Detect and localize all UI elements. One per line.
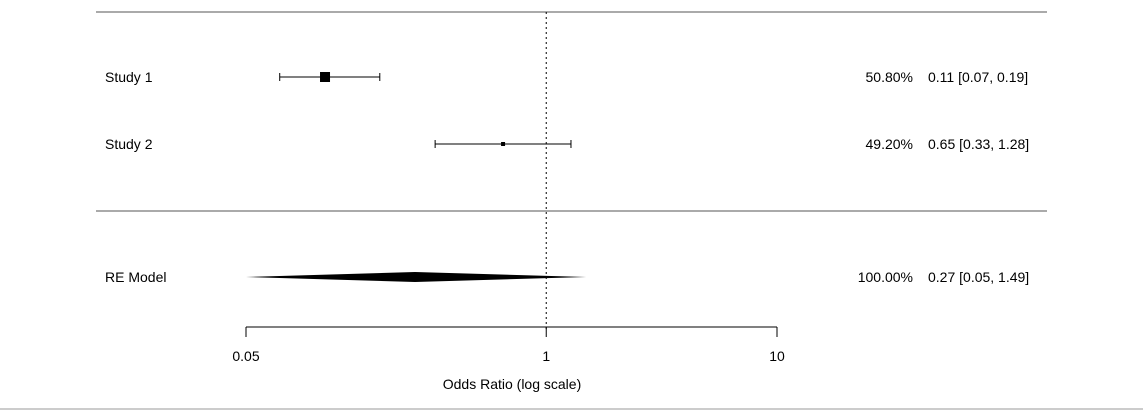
point-estimate-box [320,72,331,82]
x-tick-label: 1 [542,348,550,364]
study-row: Study 2 49.20% 0.65 [0.33, 1.28] [105,136,1029,152]
x-tick-label: 0.05 [232,348,259,364]
estimate-ci-label: 0.11 [0.07, 0.19] [928,69,1028,85]
summary-row: RE Model 100.00% 0.27 [0.05, 1.49] [105,269,1029,285]
summary-diamond [246,272,587,282]
x-axis: 0.05 1 10 Odds Ratio (log scale) [232,326,785,392]
x-tick-label: 10 [769,348,785,364]
summary-weight-label: 100.00% [858,269,913,285]
study-row: Study 1 50.80% 0.11 [0.07, 0.19] [105,69,1028,85]
summary-label: RE Model [105,269,166,285]
weight-label: 50.80% [866,69,913,85]
weight-label: 49.20% [866,136,913,152]
summary-estimate-ci-label: 0.27 [0.05, 1.49] [928,269,1029,285]
x-axis-label: Odds Ratio (log scale) [443,376,582,392]
estimate-ci-label: 0.65 [0.33, 1.28] [928,136,1029,152]
study-label: Study 1 [105,69,153,85]
point-estimate-box [501,142,506,146]
study-label: Study 2 [105,136,153,152]
